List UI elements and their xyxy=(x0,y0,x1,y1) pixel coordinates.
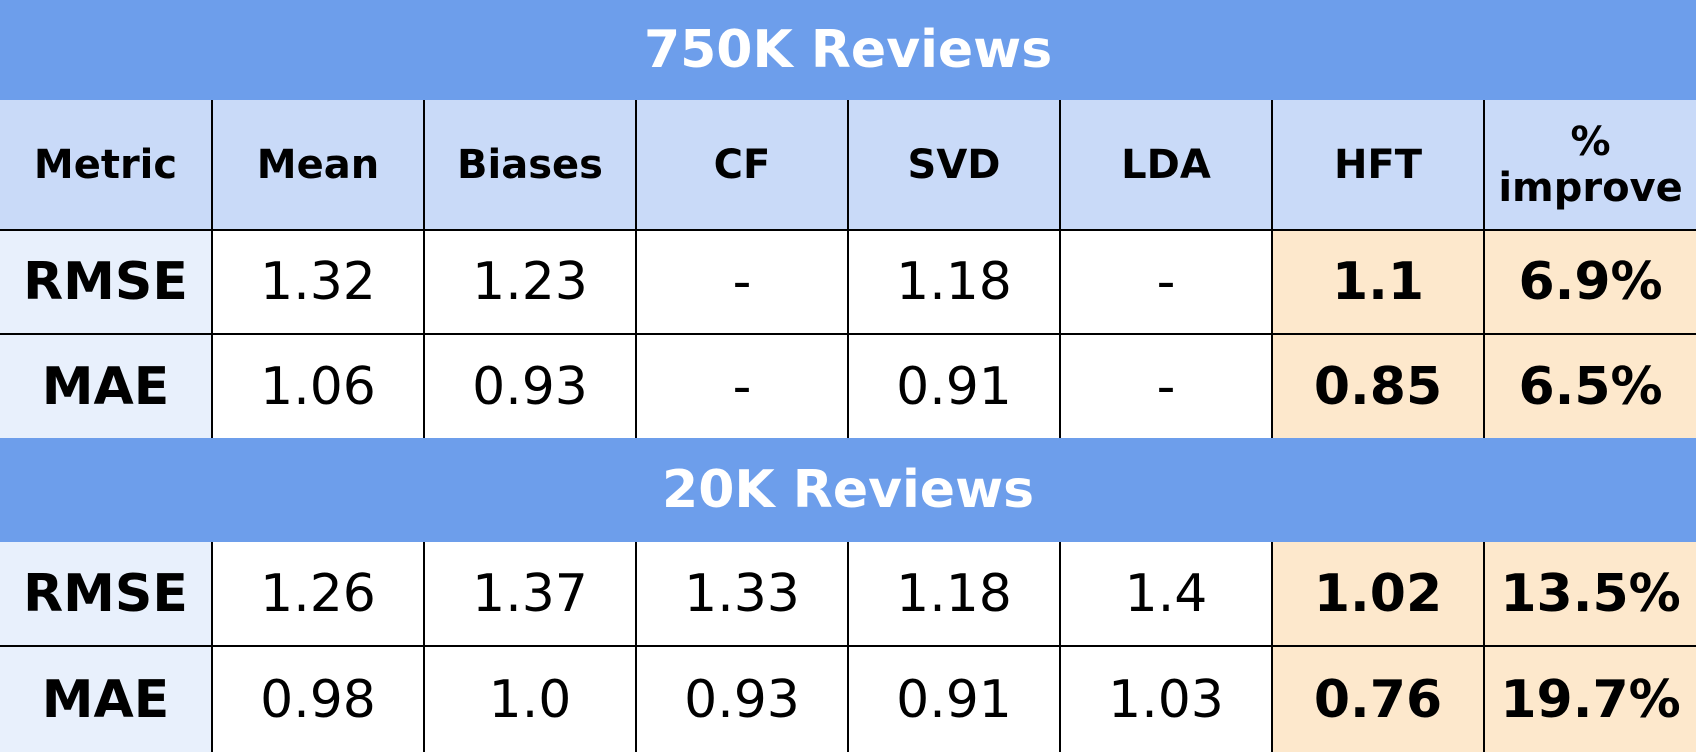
section-title: 750K Reviews xyxy=(0,0,1696,100)
column-header: HFT xyxy=(1271,100,1484,231)
table-cell: 1.23 xyxy=(423,230,636,335)
table-cell: 0.93 xyxy=(423,334,636,438)
section-header-20k: 20K Reviews xyxy=(0,438,1696,542)
column-header-row: Metric Mean Biases CF SVD LDA HFT % impr… xyxy=(0,100,1696,231)
column-header: CF xyxy=(635,100,848,231)
table-cell-highlight: 6.9% xyxy=(1482,230,1696,335)
metric-label: MAE xyxy=(0,646,212,752)
table-cell: - xyxy=(1059,334,1272,438)
table-cell: 1.06 xyxy=(211,334,424,438)
table-row: RMSE 1.26 1.37 1.33 1.18 1.4 1.02 13.5% xyxy=(0,542,1696,647)
table-cell-highlight: 0.85 xyxy=(1271,334,1484,438)
table-cell: 1.18 xyxy=(847,230,1060,335)
table-row: MAE 0.98 1.0 0.93 0.91 1.03 0.76 19.7% xyxy=(0,646,1696,752)
table-row: MAE 1.06 0.93 - 0.91 - 0.85 6.5% xyxy=(0,334,1696,438)
column-header: SVD xyxy=(847,100,1060,231)
table-cell: 0.98 xyxy=(211,646,424,752)
metric-label: RMSE xyxy=(0,230,212,335)
table-cell: 1.18 xyxy=(847,542,1060,647)
table-cell: 1.37 xyxy=(423,542,636,647)
metric-label: MAE xyxy=(0,334,212,438)
column-header: Mean xyxy=(211,100,424,231)
column-header: Metric xyxy=(0,100,212,231)
table-cell: 1.4 xyxy=(1059,542,1272,647)
section-title: 20K Reviews xyxy=(0,438,1696,542)
column-header: LDA xyxy=(1059,100,1272,231)
table-cell: - xyxy=(1059,230,1272,335)
table-cell: - xyxy=(635,230,848,335)
column-header: Biases xyxy=(423,100,636,231)
table-cell: 0.93 xyxy=(635,646,848,752)
table-cell-highlight: 1.1 xyxy=(1271,230,1484,335)
table-cell: 1.03 xyxy=(1059,646,1272,752)
table-cell: 1.26 xyxy=(211,542,424,647)
table-cell-highlight: 19.7% xyxy=(1482,646,1696,752)
table-cell: 0.91 xyxy=(847,646,1060,752)
table-cell: 1.32 xyxy=(211,230,424,335)
table-cell-highlight: 1.02 xyxy=(1271,542,1484,647)
table-cell: - xyxy=(635,334,848,438)
table-cell-highlight: 13.5% xyxy=(1482,542,1696,647)
table-cell-highlight: 0.76 xyxy=(1271,646,1484,752)
table-cell: 1.33 xyxy=(635,542,848,647)
column-header: % improve xyxy=(1482,100,1696,231)
metric-label: RMSE xyxy=(0,542,212,647)
section-header-750k: 750K Reviews xyxy=(0,0,1696,100)
table-row: RMSE 1.32 1.23 - 1.18 - 1.1 6.9% xyxy=(0,230,1696,335)
table-cell: 0.91 xyxy=(847,334,1060,438)
table-cell-highlight: 6.5% xyxy=(1482,334,1696,438)
table-cell: 1.0 xyxy=(423,646,636,752)
